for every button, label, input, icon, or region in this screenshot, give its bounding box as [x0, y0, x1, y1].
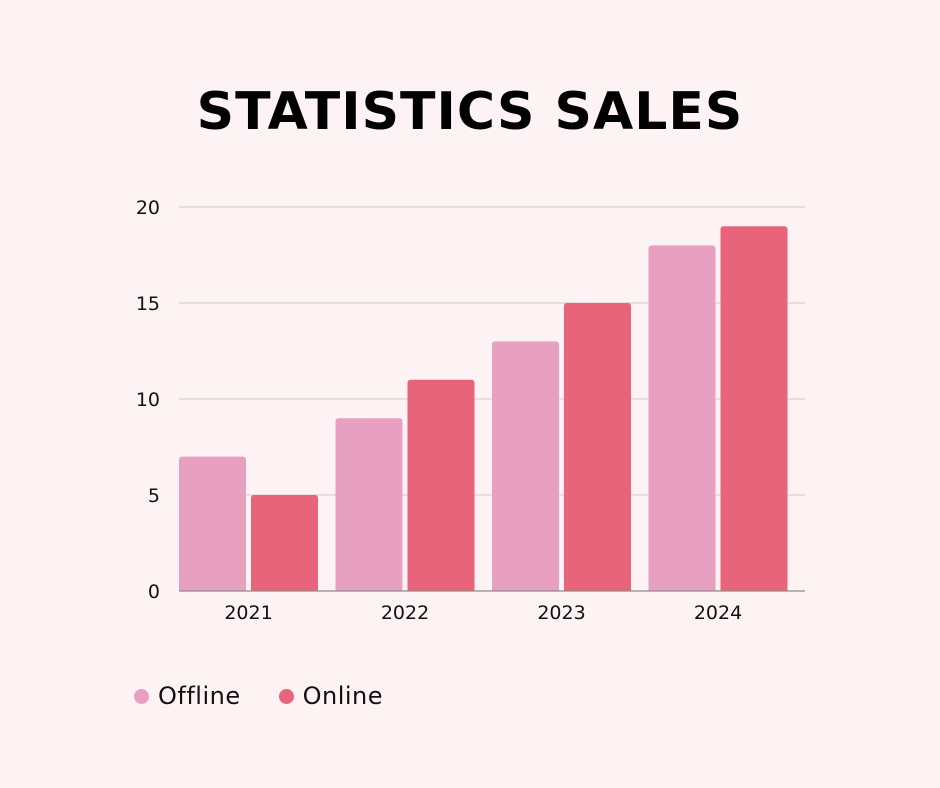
legend-item-online: Online: [278, 682, 384, 710]
y-tick-label: 20: [136, 197, 160, 219]
bar-base-offline-2024: [648, 587, 716, 591]
bar-online-2022: [407, 379, 475, 591]
legend: Offline Online: [134, 678, 421, 714]
y-tick-label: 5: [148, 485, 160, 507]
bar-base-online-2021: [251, 587, 318, 591]
legend-swatch-online: [278, 688, 294, 704]
legend-item-offline: Offline: [134, 682, 241, 710]
bar-online-2023: [564, 303, 631, 591]
legend-swatch-offline: [134, 688, 149, 704]
bar-base-offline-2023: [492, 587, 559, 591]
bar-offline-2022: [335, 418, 403, 591]
bar-offline-2024: [648, 245, 716, 591]
x-tick-label: 2023: [537, 602, 585, 624]
legend-label-online: Online: [302, 682, 384, 710]
chart-title: STATISTICS SALES: [196, 82, 744, 142]
y-tick-label: 15: [136, 293, 160, 315]
bar-online-2024: [720, 226, 788, 591]
bar-offline-2021: [179, 456, 246, 591]
bar-offline-2023: [492, 341, 559, 591]
bar-online-2021: [251, 495, 318, 591]
bar-base-online-2024: [720, 587, 788, 591]
bar-base-offline-2021: [179, 587, 246, 591]
x-tick-label: 2021: [224, 602, 272, 624]
x-tick-label: 2024: [694, 602, 742, 624]
legend-label-offline: Offline: [158, 682, 241, 710]
bar-base-offline-2022: [335, 587, 403, 591]
bar-base-online-2023: [564, 587, 631, 591]
y-tick-label: 0: [148, 581, 160, 603]
y-tick-label: 10: [136, 389, 160, 411]
bar-base-online-2022: [407, 587, 475, 591]
x-tick-label: 2022: [381, 602, 429, 624]
